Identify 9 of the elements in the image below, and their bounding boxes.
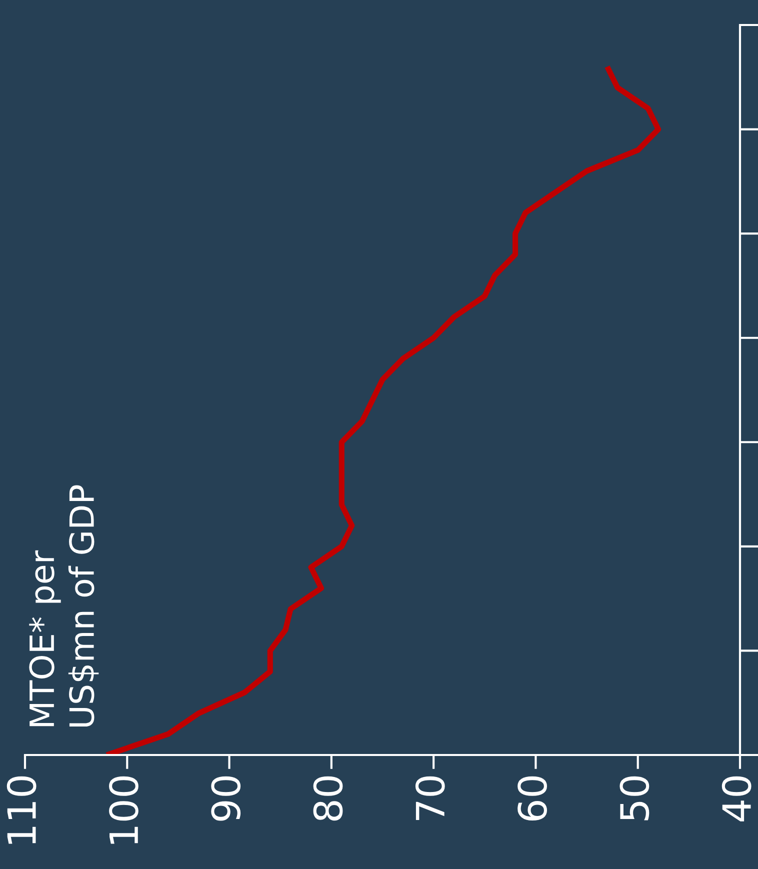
x-tick-label: 50 (620, 776, 650, 820)
x-tick-label: 110 (6, 776, 36, 844)
x-tick-label: 80 (313, 776, 343, 821)
x-tick-label: 90 (211, 776, 241, 821)
annotation: MTOE* per US$mn of GDP (29, 485, 99, 727)
x-tick-label: 40 (722, 776, 752, 822)
x-tick-label: 100 (109, 776, 138, 844)
x-tick-label: 60 (518, 776, 547, 821)
x-tick-label: 70 (415, 776, 445, 820)
